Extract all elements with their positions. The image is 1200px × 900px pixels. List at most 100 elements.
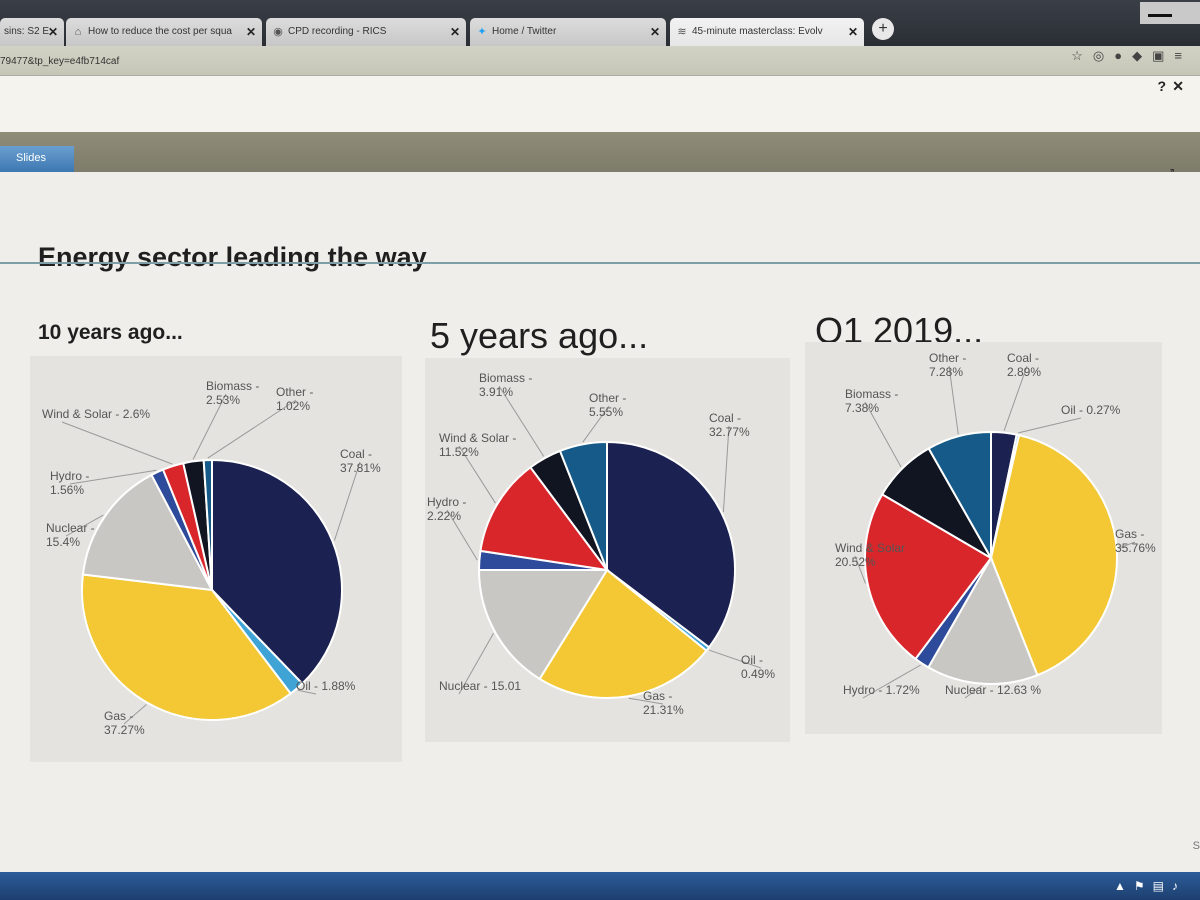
pie-slice-coal xyxy=(211,458,343,685)
data-label-oil: Oil - 1.88% xyxy=(296,679,356,693)
pie-chart-10-years: Coal -37.81% Oil - 1.88% Gas -37.27% Nuclea… xyxy=(30,356,402,762)
menu-icon[interactable]: ≡ xyxy=(1174,48,1192,63)
close-icon[interactable]: ✕ xyxy=(1172,78,1184,94)
leader-line xyxy=(446,509,478,561)
help-icon[interactable]: ? xyxy=(1157,78,1166,94)
pie-slice-gas xyxy=(81,573,293,721)
extension-icon[interactable]: ● xyxy=(1114,48,1133,63)
data-label-wind-solar: Wind & Solar 20.52% xyxy=(835,541,905,569)
slides-bar: Slides xyxy=(0,132,1200,172)
data-label-wind-solar: Wind & Solar -11.52% xyxy=(439,431,516,459)
pie-slice-gas xyxy=(538,568,708,699)
close-tab-icon[interactable]: ✕ xyxy=(47,25,58,39)
leader-line xyxy=(458,445,496,504)
leader-line xyxy=(854,555,866,584)
leader-line xyxy=(964,685,983,699)
tray-arrow-icon[interactable]: ▲ xyxy=(1114,879,1134,893)
taskbar: ▲⚑▤♪ xyxy=(0,872,1200,900)
leader-line xyxy=(722,425,730,513)
pie-slice-nuclear xyxy=(477,568,609,681)
minimize-button[interactable] xyxy=(1140,2,1200,24)
pie-slice-gas xyxy=(989,433,1118,677)
tab-label: sins: S2 E xyxy=(4,26,50,37)
browser-tab[interactable]: ✦ Home / Twitter ✕ xyxy=(470,18,666,46)
leader-line xyxy=(948,365,959,435)
leader-line xyxy=(333,461,361,541)
page-icon: ⌂ xyxy=(74,26,82,38)
extension-icon[interactable]: ▣ xyxy=(1152,48,1175,63)
slide: Energy sector leading the way 10 years a… xyxy=(0,172,1200,872)
pie-slice-coal xyxy=(606,440,736,649)
pie-chart-q1-2019: Coal -2.89% Oil - 0.27% Gas -35.76% Nuclear… xyxy=(805,342,1162,734)
extension-icon[interactable]: ◎ xyxy=(1092,48,1115,63)
leader-line xyxy=(123,704,147,725)
system-tray: ▲⚑▤♪ xyxy=(1114,879,1186,893)
minimize-icon xyxy=(1148,14,1172,17)
pie-chart-svg: Coal -2.89% Oil - 0.27% Gas -35.76% Nuclear… xyxy=(835,351,1156,699)
address-bar: 79477&tp_key=e4fb714caf ☆◎●◆▣≡ xyxy=(0,46,1200,76)
close-tab-icon[interactable]: ✕ xyxy=(649,25,660,39)
data-label-hydro: Hydro -2.22% xyxy=(427,495,466,523)
close-tab-icon[interactable]: ✕ xyxy=(847,25,858,39)
leader-line xyxy=(582,405,610,443)
tab-label: 45-minute masterclass: Evolv xyxy=(692,26,823,37)
leader-line xyxy=(61,421,173,465)
new-tab-button[interactable]: + xyxy=(872,18,894,40)
pie-slice-wind-solar xyxy=(864,493,993,661)
tab-label: Home / Twitter xyxy=(492,26,557,37)
data-label-biomass: Biomass -3.91% xyxy=(479,371,532,399)
page-icon: ◉ xyxy=(273,26,283,38)
data-label-oil: Oil - 0.27% xyxy=(1061,403,1121,417)
data-label-coal: Coal -32.77% xyxy=(709,411,750,439)
tab-slides[interactable]: Slides xyxy=(0,146,74,172)
tab-label: CPD recording - RICS xyxy=(288,26,387,37)
pie-slice-nuclear xyxy=(926,555,1039,685)
pie-slice-nuclear xyxy=(81,473,214,592)
leader-line xyxy=(628,697,664,705)
leader-line xyxy=(1118,541,1136,549)
pie-slice-other xyxy=(558,440,608,571)
toolbar-icons: ☆◎●◆▣≡ xyxy=(1071,48,1192,64)
bookmark-star-icon[interactable]: ☆ xyxy=(1071,48,1093,63)
scroll-edge: S xyxy=(1192,840,1200,852)
browser-tab[interactable]: ◉ CPD recording - RICS ✕ xyxy=(266,18,466,46)
data-label-coal: Coal -2.89% xyxy=(1007,351,1041,379)
data-label-hydro: Hydro - 1.72% xyxy=(843,683,920,697)
browser-tab[interactable]: sins: S2 E ✕ xyxy=(0,18,64,46)
close-tab-icon[interactable]: ✕ xyxy=(449,25,460,39)
twitter-icon: ✦ xyxy=(477,26,487,38)
url-field[interactable]: 79477&tp_key=e4fb714caf xyxy=(0,56,120,67)
data-label-other: Other -1.02% xyxy=(276,385,313,413)
browser-tab-strip: sins: S2 E ✕ ⌂ How to reduce the cost pe… xyxy=(0,0,1200,46)
leader-line xyxy=(1003,365,1028,431)
data-label-nuclear: Nuclear - 15.01 xyxy=(439,679,521,693)
data-label-biomass: Biomass -2.53% xyxy=(206,379,259,407)
data-label-other: Other -7.28% xyxy=(929,351,966,379)
leader-line xyxy=(1018,417,1082,434)
leader-line xyxy=(458,633,494,695)
flag-icon[interactable]: ⚑ xyxy=(1133,879,1153,893)
volume-icon[interactable]: ♪ xyxy=(1172,879,1186,893)
data-label-gas: Gas -37.27% xyxy=(104,709,145,737)
network-icon[interactable]: ▤ xyxy=(1152,879,1172,893)
pie-slice-wind-solar xyxy=(479,465,610,572)
data-label-wind-solar: Wind & Solar - 2.6% xyxy=(42,407,150,421)
leader-line xyxy=(207,399,297,459)
extension-icon[interactable]: ◆ xyxy=(1132,48,1153,63)
leader-line xyxy=(65,514,104,537)
pie-slice-other xyxy=(202,458,213,591)
data-label-gas: Gas -35.76% xyxy=(1115,527,1156,555)
pie-chart-5-years: Coal -32.77% Oil -0.49% Gas -21.31% Nuclear… xyxy=(425,358,790,742)
data-label-other: Other -5.55% xyxy=(589,391,626,419)
chart-subtitle: 10 years ago... xyxy=(38,321,183,344)
data-label-coal: Coal -37.81% xyxy=(340,447,381,475)
leader-line xyxy=(709,649,762,669)
broadcast-icon: ≋ xyxy=(677,26,687,38)
close-tab-icon[interactable]: ✕ xyxy=(245,25,256,39)
data-label-oil: Oil -0.49% xyxy=(741,653,775,681)
browser-tab[interactable]: ⌂ How to reduce the cost per squa ✕ xyxy=(66,18,262,46)
leader-line xyxy=(498,385,545,457)
pie-slice-other xyxy=(927,430,992,562)
browser-tab-active[interactable]: ≋ 45-minute masterclass: Evolv ✕ xyxy=(670,18,864,46)
